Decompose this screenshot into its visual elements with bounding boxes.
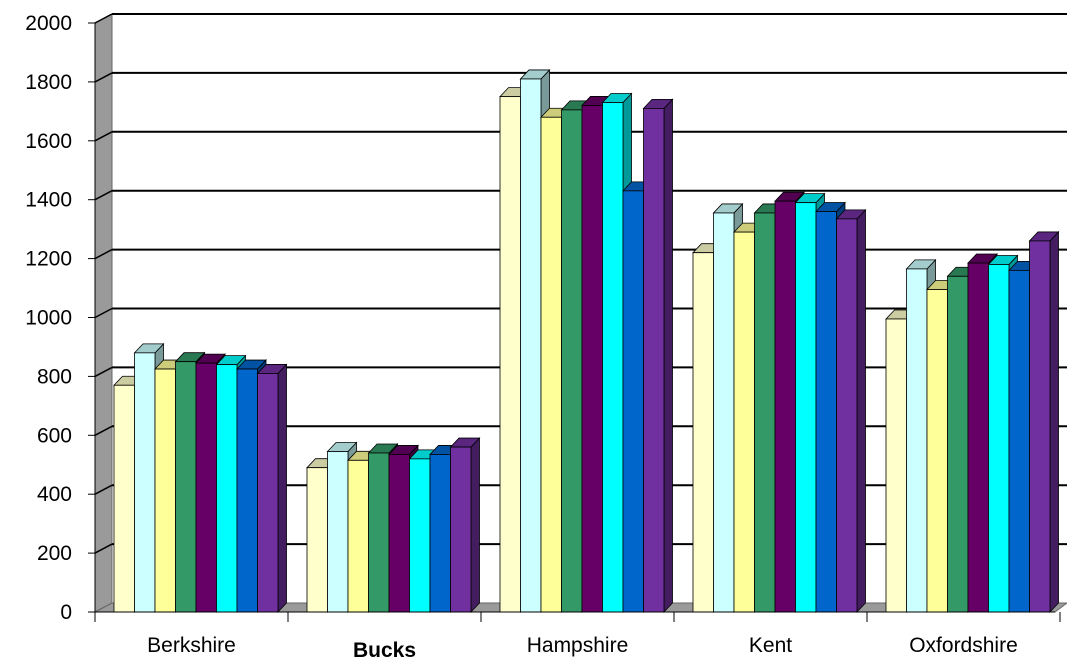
bar [835,208,867,614]
y-tick-label: 0 [60,601,72,624]
x-tick-label: Berkshire [147,634,236,657]
gridline-side [94,72,113,83]
y-tick-label: 200 [37,542,72,565]
gridline-side [94,13,113,24]
y-tick-label: 400 [37,483,72,506]
x-tick-label: Kent [749,634,792,657]
gridline-side [94,366,113,378]
y-tick-label: 600 [37,424,72,447]
gridline-side [94,307,113,319]
y-tick-label: 1000 [25,307,72,330]
gridline-side [94,248,113,260]
x-tick-label: Oxfordshire [909,634,1018,657]
y-tick-label: 800 [37,365,72,388]
bar [642,98,674,614]
bar [256,363,288,614]
y-tick-label: 1400 [25,189,72,212]
x-tick-label: Bucks [353,639,416,659]
gridline-side [94,131,113,142]
gridline-side [94,190,113,201]
y-axis-ticks: 0 200 400 600 800 1000 1200 1400 1600 1800 2000 [25,12,96,624]
gridline-side [94,484,113,495]
y-tick-label: 1800 [25,71,72,94]
x-axis-ticks: Berkshire Bucks Hampshire Kent Oxfordshire [94,611,1061,659]
bar [449,437,481,614]
bars [113,68,1060,614]
x-tick-label: Hampshire [527,634,629,657]
bar [1028,230,1060,614]
gridline-side [94,543,113,554]
y-tick-label: 1600 [25,130,72,153]
gridline-side [94,425,113,436]
y-tick-label: 1200 [25,248,72,271]
y-tick-label: 2000 [25,12,72,35]
